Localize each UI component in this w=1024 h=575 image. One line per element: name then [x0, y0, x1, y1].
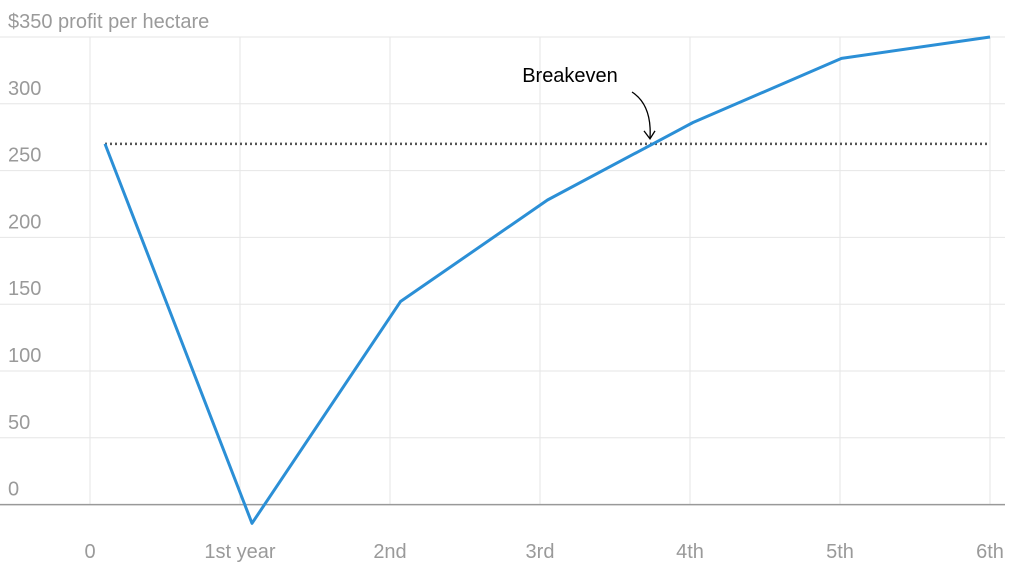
y-tick-label: $350 profit per hectare: [8, 11, 209, 33]
x-tick-label: 0: [84, 541, 95, 563]
x-tick-label: 4th: [676, 541, 704, 563]
x-tick-label: 5th: [826, 541, 854, 563]
annotation-arrow: [631, 91, 651, 138]
y-tick-label: 50: [8, 412, 30, 434]
y-tick-label: 0: [8, 479, 19, 501]
y-tick-label: 250: [8, 145, 41, 167]
data-line: [103, 35, 991, 525]
x-tick-label: 1st year: [204, 541, 275, 563]
x-tick-label: 3rd: [526, 541, 555, 563]
y-tick-label: 100: [8, 345, 41, 367]
y-tick-label: 150: [8, 278, 41, 300]
x-tick-label: 2nd: [373, 541, 406, 563]
annotation-arrowhead: [643, 130, 656, 141]
x-tick-label: 6th: [976, 541, 1004, 563]
annotation: Breakeven: [522, 65, 618, 87]
y-tick-label: 200: [8, 211, 41, 233]
y-tick-label: 300: [8, 78, 41, 100]
